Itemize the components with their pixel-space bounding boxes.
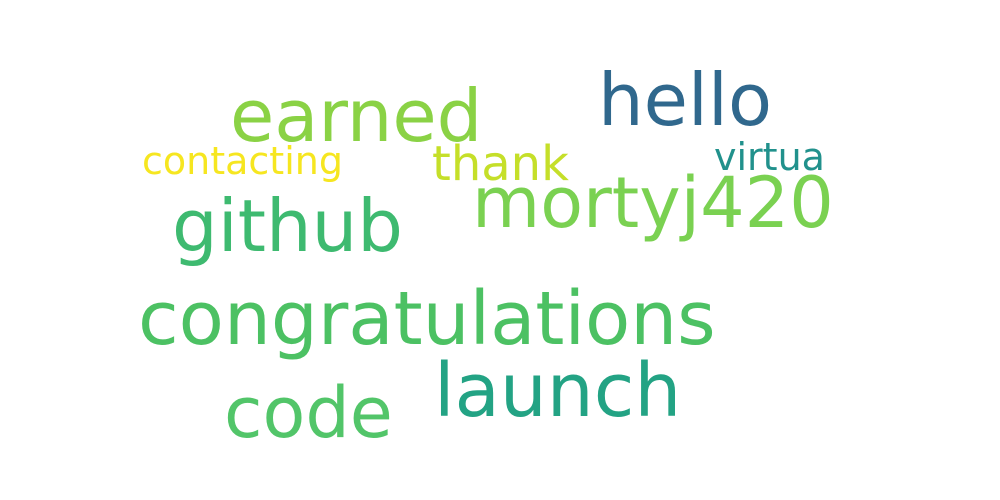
word-code: code <box>224 372 393 454</box>
word-congratulations: congratulations <box>138 276 716 362</box>
word-mortyj420: mortyj420 <box>472 162 834 244</box>
word-contacting: contacting <box>142 139 343 183</box>
word-hello: hello <box>598 58 772 142</box>
word-launch: launch <box>434 348 682 434</box>
word-github: github <box>172 184 403 268</box>
word-thank: thank <box>432 136 569 192</box>
word-virtua: virtua <box>714 135 825 179</box>
word-earned: earned <box>230 74 483 158</box>
